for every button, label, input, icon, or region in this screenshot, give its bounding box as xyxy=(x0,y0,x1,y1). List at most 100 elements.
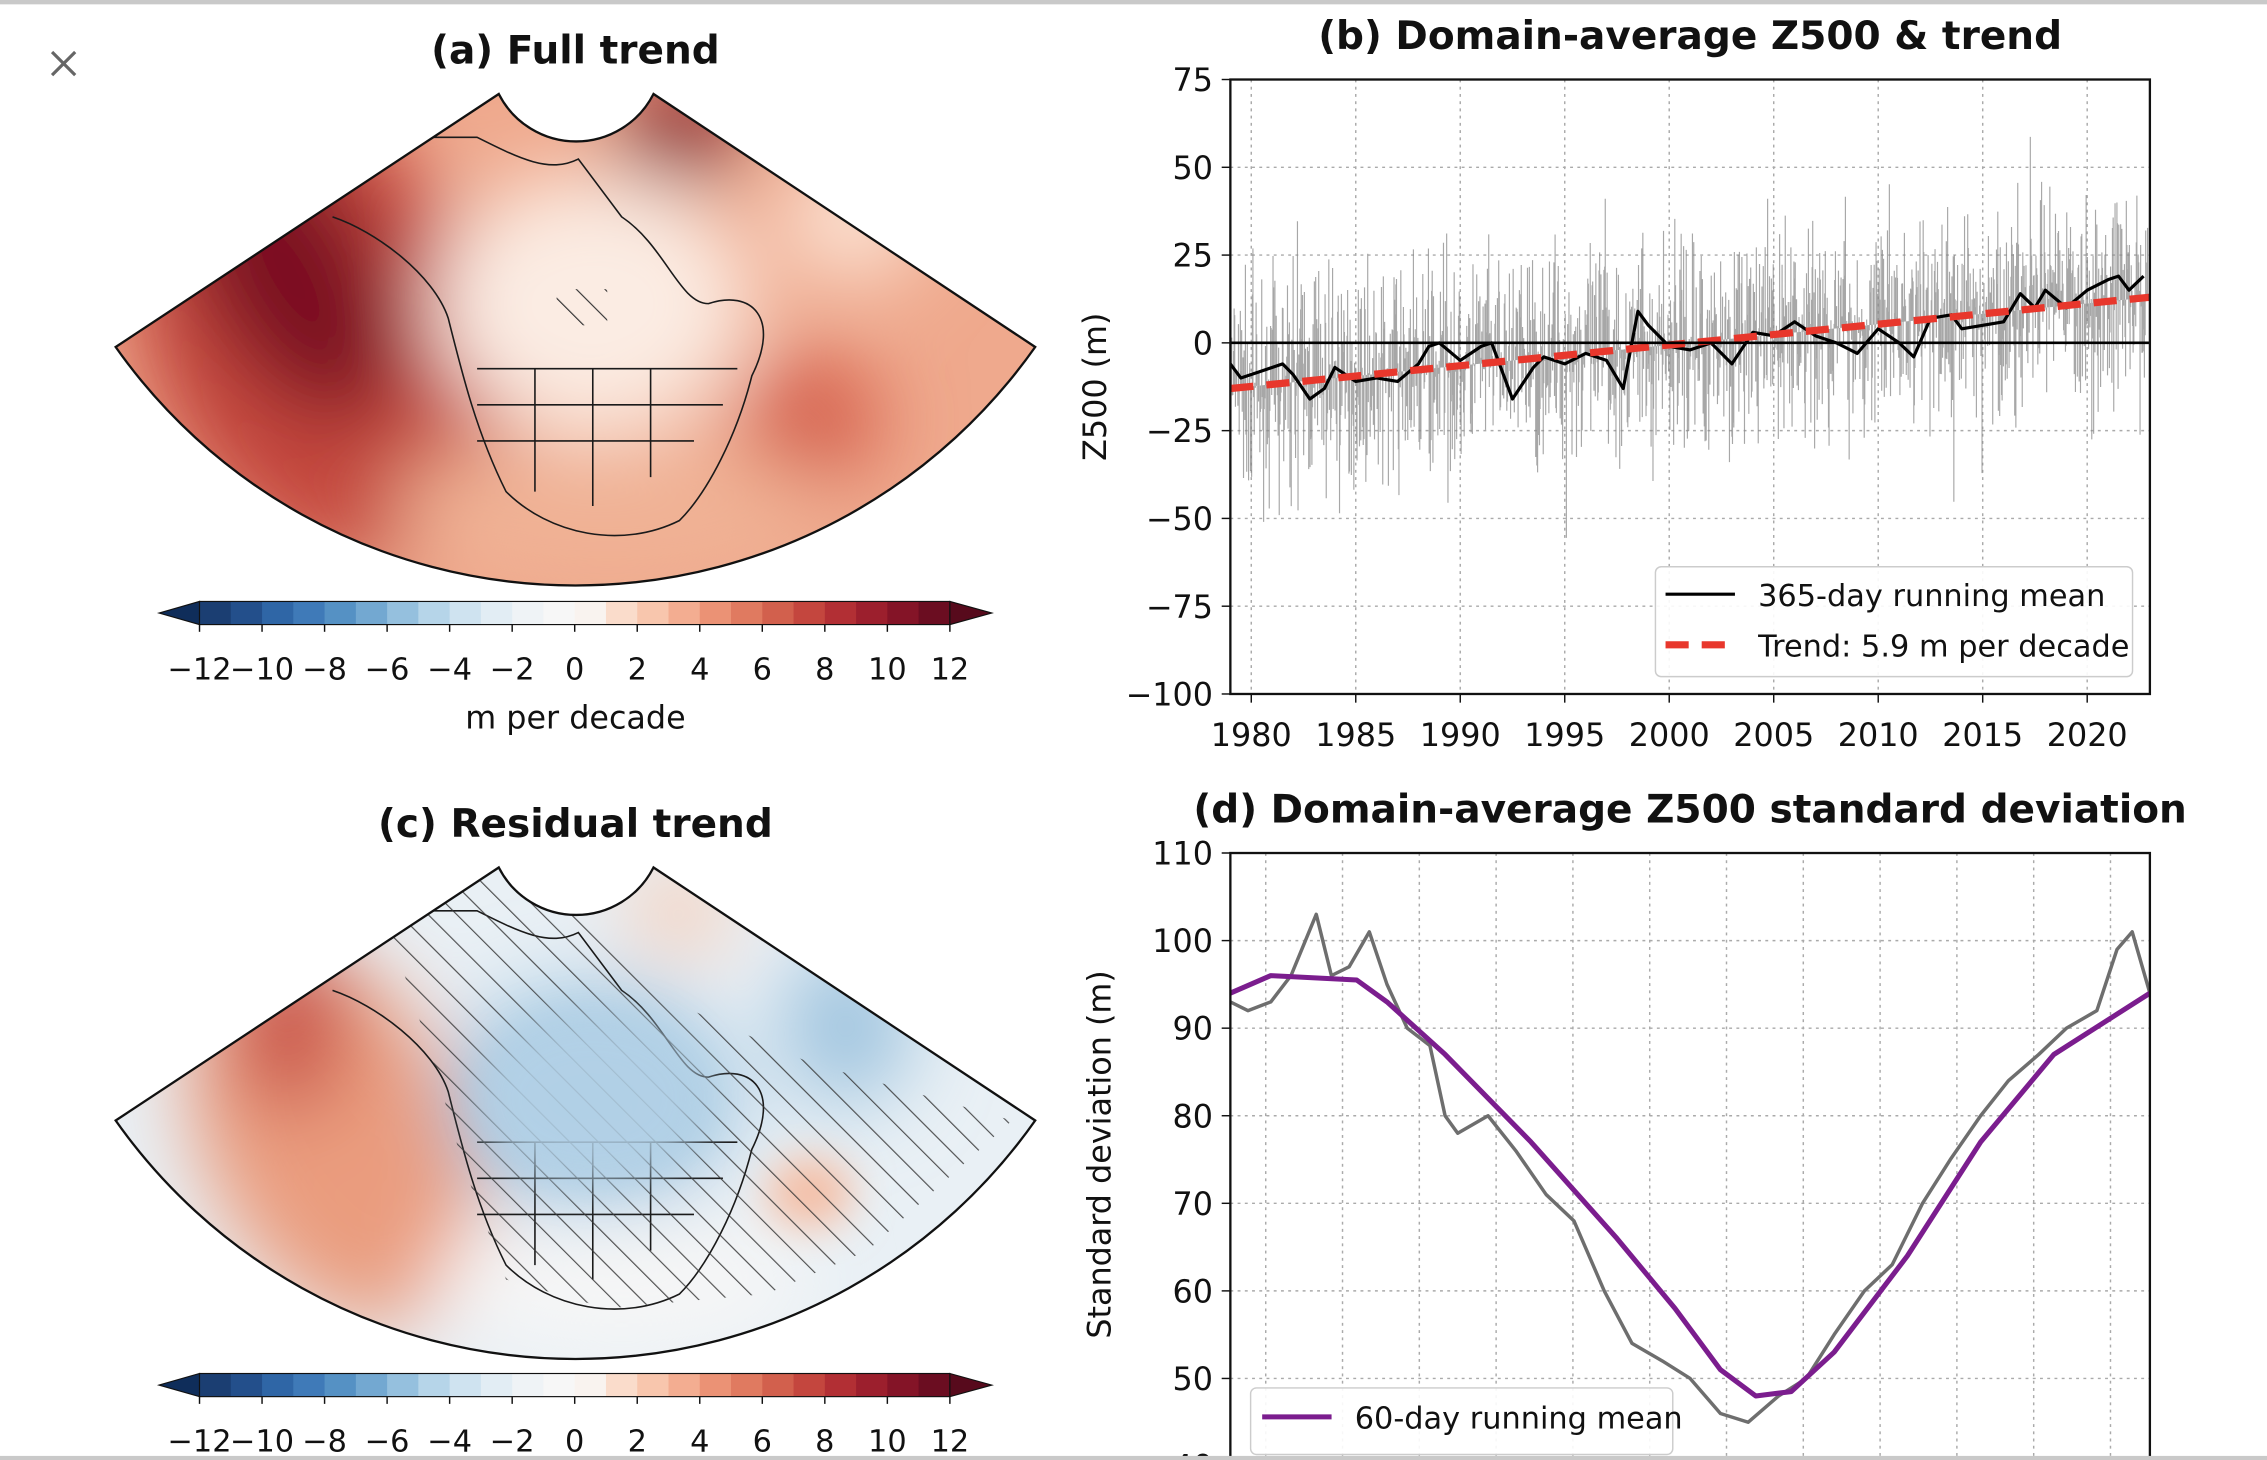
axes-frame xyxy=(1229,78,2152,696)
colorbar-over-arrow xyxy=(949,1372,994,1398)
colorbar-tick-label: 10 xyxy=(868,1425,907,1460)
colorbar-under-arrow xyxy=(156,600,201,626)
colorbar-tick-label: 2 xyxy=(628,653,647,688)
colorbar-tick-label: 2 xyxy=(628,1425,647,1460)
coastline-a xyxy=(216,136,765,537)
axes-frame xyxy=(1229,851,2152,1460)
daily-anomaly-series xyxy=(1230,136,2149,538)
colorbar-bin xyxy=(605,601,638,625)
series-line-trend-5-9-m-per-decade xyxy=(1230,293,2150,393)
colorbar-bin xyxy=(605,1373,638,1397)
x-tick-label: 2005 xyxy=(1733,717,1814,754)
colorbar-bin xyxy=(887,601,920,625)
colorbar-bin xyxy=(512,601,545,625)
y-tick-label: 50 xyxy=(1173,150,1213,187)
y-tick-label: 110 xyxy=(1152,836,1213,873)
colorbar-tick-label: −8 xyxy=(302,1425,347,1460)
legend: 60-day running mean xyxy=(1249,1387,1683,1456)
plot-area xyxy=(1230,853,2150,1460)
y-tick-label: 0 xyxy=(1193,325,1213,362)
colorbar-bin xyxy=(355,1373,388,1397)
y-tick-label: 40 xyxy=(1173,1449,1213,1460)
colorbar-bin xyxy=(387,601,420,625)
colorbar-bin xyxy=(418,601,451,625)
x-tick-label: 2020 xyxy=(2047,717,2128,754)
colorbar-tick-label: 8 xyxy=(815,653,834,688)
y-tick-label: −25 xyxy=(1146,413,1213,450)
colorbar-tick-label: −12 xyxy=(167,1425,231,1460)
colorbar-c: −12−10 −8 −6 −4 −2 0 2 4 6 8 10 12 xyxy=(156,1372,994,1460)
colorbar-bin xyxy=(637,601,670,625)
colorbar-tick-label: 0 xyxy=(565,653,584,688)
colorbar-bin xyxy=(262,1373,295,1397)
colorbar-tick-label: 6 xyxy=(753,1425,772,1460)
plot-area xyxy=(1230,79,2150,694)
x-tick-label: 1980 xyxy=(1211,717,1292,754)
colorbar-bin xyxy=(824,1373,857,1397)
colorbar-tick-label: 12 xyxy=(931,653,970,688)
colorbar-bin xyxy=(199,601,232,625)
legend: 365-day running mean Trend: 5.9 m per dec… xyxy=(1654,566,2134,678)
colorbar-bin xyxy=(918,601,951,625)
colorbar-bin xyxy=(199,1373,232,1397)
map-panel-a xyxy=(114,92,1037,587)
x-tick-label: 1995 xyxy=(1524,717,1605,754)
colorbar-bin xyxy=(731,601,764,625)
y-axis-label: Z500 (m) xyxy=(1077,313,1114,461)
y-tick-label: 100 xyxy=(1152,923,1213,960)
colorbar-bin xyxy=(637,1373,670,1397)
colorbar-bin xyxy=(262,601,295,625)
x-tick-label: 2015 xyxy=(1942,717,2023,754)
y-tick-label: 70 xyxy=(1173,1186,1213,1223)
colorbar-tick-label: −10 xyxy=(230,653,294,688)
colorbar-bin xyxy=(230,1373,263,1397)
colorbar-bin xyxy=(574,601,607,625)
colorbar-bin xyxy=(824,601,857,625)
colorbar-tick-label: −10 xyxy=(230,1425,294,1460)
colorbar-bin xyxy=(418,1373,451,1397)
colorbar-tick-label: 10 xyxy=(868,653,907,688)
colorbar-bin xyxy=(230,601,263,625)
colorbar-tick-label: 4 xyxy=(690,1425,709,1460)
legend-label-60-day-mean: 60-day running mean xyxy=(1355,1401,1683,1436)
close-button[interactable] xyxy=(43,43,83,83)
top-border xyxy=(0,0,2267,5)
panel-c-title: (c) Residual trend xyxy=(378,802,773,848)
colorbar-tick-label: −6 xyxy=(365,1425,410,1460)
series-line-unnamed-0 xyxy=(1230,912,2150,1424)
close-icon xyxy=(50,50,77,77)
colorbar-bin xyxy=(449,601,482,625)
y-tick-label: 75 xyxy=(1173,62,1213,99)
legend-box xyxy=(1249,1387,1674,1456)
y-tick-label: −75 xyxy=(1146,589,1213,626)
colorbar-tick-label: −6 xyxy=(365,653,410,688)
y-tick-label: 80 xyxy=(1173,1098,1213,1135)
colorbar-bin xyxy=(543,601,576,625)
x-tick-label: 2010 xyxy=(1838,717,1919,754)
colorbar-bin xyxy=(731,1373,764,1397)
colorbar-bin xyxy=(762,1373,795,1397)
y-tick-label: 60 xyxy=(1173,1273,1213,1310)
colorbar-tick-label: 8 xyxy=(815,1425,834,1460)
colorbar-bin xyxy=(543,1373,576,1397)
colorbar-bin xyxy=(918,1373,951,1397)
colorbar-bin xyxy=(512,1373,545,1397)
colorbar-bin xyxy=(668,1373,701,1397)
colorbar-bin xyxy=(574,1373,607,1397)
colorbar-bin xyxy=(793,601,826,625)
panel-b-title: (b) Domain-average Z500 & trend xyxy=(1318,14,2063,60)
colorbar-bin xyxy=(387,1373,420,1397)
colorbar-tick-label: 4 xyxy=(690,653,709,688)
colorbar-bin xyxy=(355,601,388,625)
colorbar-tick-label: 12 xyxy=(931,1425,970,1460)
colorbar-bin xyxy=(324,601,357,625)
legend-label-trend: Trend: 5.9 m per decade xyxy=(1757,629,2129,664)
colorbar-bin xyxy=(699,601,732,625)
panel-a-title: (a) Full trend xyxy=(431,28,720,74)
colorbar-under-arrow xyxy=(156,1372,201,1398)
colorbar-a-label: m per decade xyxy=(465,700,685,737)
y-tick-label: −50 xyxy=(1146,501,1213,538)
panel-d-title: (d) Domain-average Z500 standard deviati… xyxy=(1193,787,2187,833)
